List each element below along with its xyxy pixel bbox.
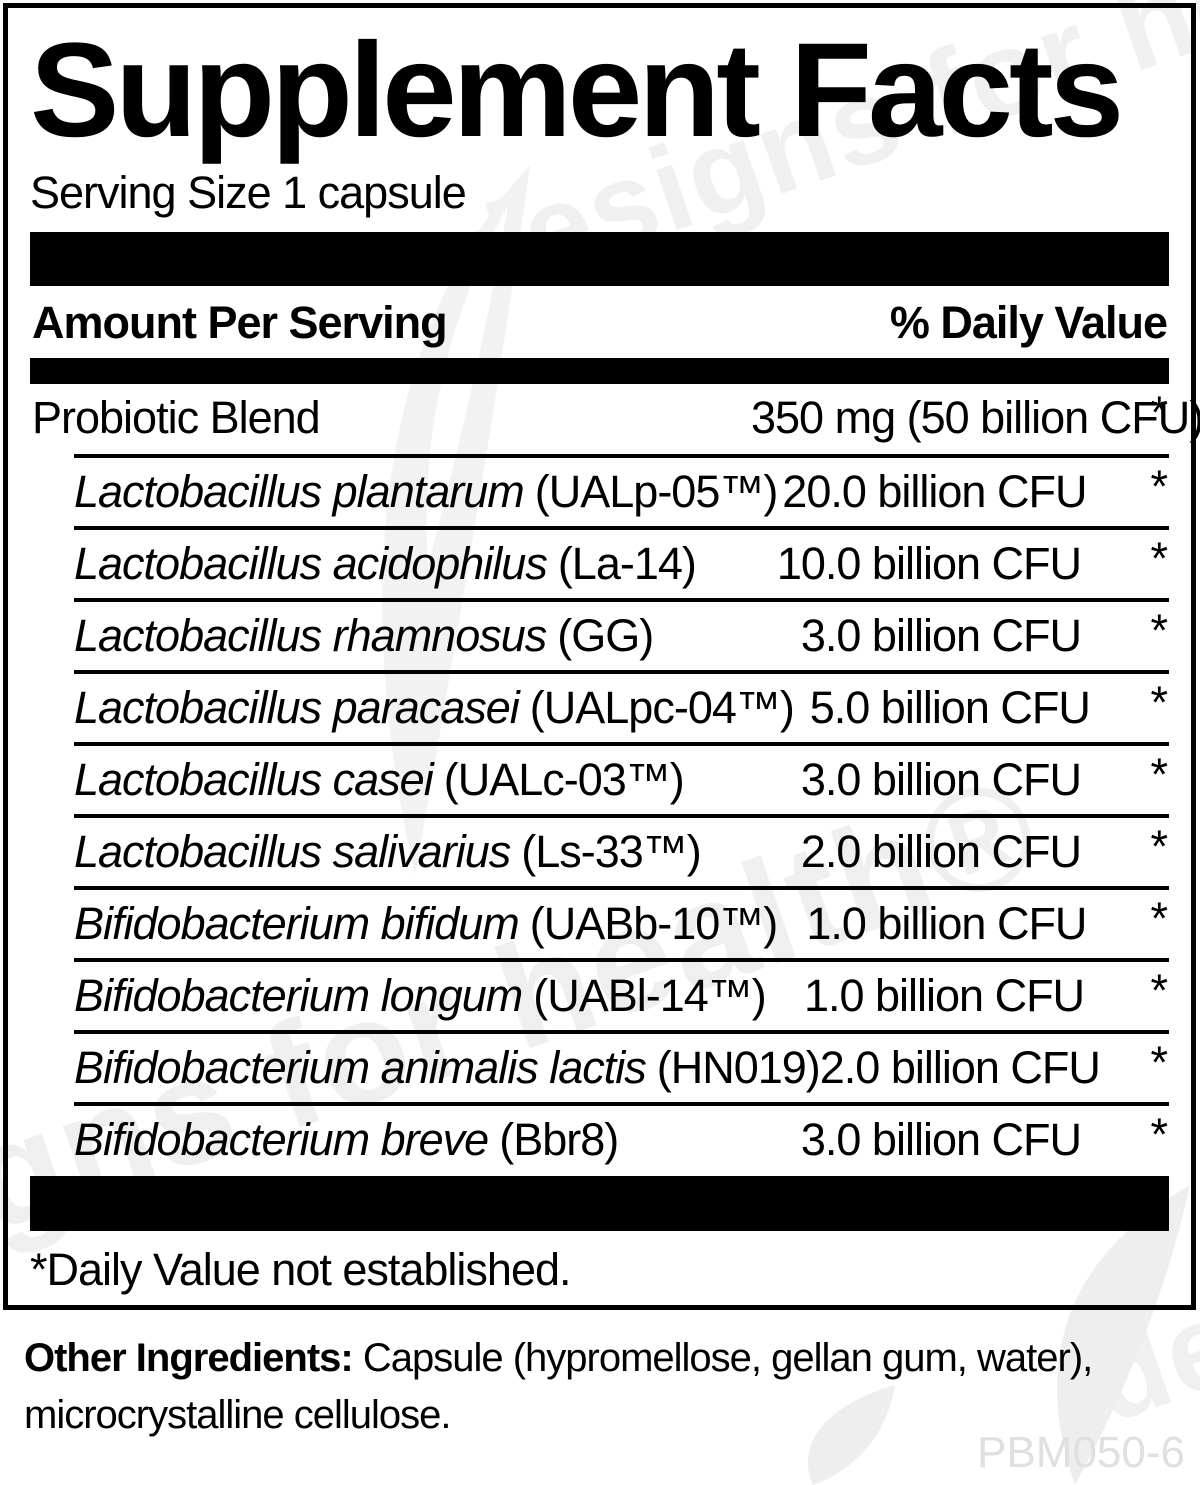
ingredient-daily-value: * — [1150, 1037, 1168, 1088]
product-code: PBM050-6 — [977, 1428, 1185, 1477]
row-divider — [74, 1102, 1169, 1106]
ingredient-name: Lactobacillus rhamnosus (GG) — [74, 612, 751, 660]
thick-divider-bottom — [30, 1176, 1169, 1231]
ingredient-daily-value: * — [1150, 677, 1168, 728]
daily-value-header: % Daily Value — [889, 297, 1168, 348]
ingredient-name: Bifidobacterium longum (UABl-14™) — [74, 970, 767, 1021]
species-name: Lactobacillus salivarius — [74, 826, 511, 877]
strain-code: (UABl-14™) — [533, 970, 767, 1021]
ingredient-daily-value: * — [1150, 965, 1168, 1016]
blend-daily-value: * — [1150, 387, 1168, 438]
species-name: Bifidobacterium bifidum — [74, 898, 520, 949]
other-ingredients-line-1: Other Ingredients: Capsule (hypromellose… — [24, 1330, 1194, 1387]
ingredient-row: Lactobacillus salivarius (Ls-33™) 2.0 bil… — [30, 818, 1169, 886]
serving-size: Serving Size 1 capsule — [30, 167, 467, 218]
ingredient-daily-value: * — [1150, 1109, 1168, 1160]
ingredient-daily-value: * — [1150, 461, 1168, 512]
row-divider — [74, 670, 1169, 674]
row-divider — [74, 958, 1169, 962]
strain-code: (Bbr8) — [499, 1114, 619, 1165]
ingredient-amount: 2.0 billion CFU — [819, 1042, 1101, 1093]
ingredient-amount: 3.0 billion CFU — [800, 754, 1082, 805]
species-name: Lactobacillus casei — [74, 754, 434, 805]
strain-code: (UALp-05™) — [534, 466, 779, 517]
ingredient-row: Lactobacillus casei (UALc-03™) 3.0 billio… — [30, 746, 1169, 814]
row-divider — [74, 526, 1169, 530]
ingredient-amount: 1.0 billion CFU — [803, 970, 1085, 1021]
ingredient-daily-value: * — [1150, 893, 1168, 944]
strain-code: (GG) — [557, 610, 654, 661]
strain-code: (HN019) — [656, 1042, 821, 1093]
other-ingredients-line-2: microcrystalline cellulose. — [24, 1393, 451, 1437]
ingredient-name: Lactobacillus acidophilus (La-14) — [74, 540, 751, 588]
strain-code: (Ls-33™) — [521, 826, 702, 877]
species-name: Lactobacillus acidophilus — [74, 538, 548, 589]
other-ingredients: Other Ingredients: Capsule (hypromellose… — [24, 1330, 1194, 1444]
ingredient-name: Lactobacillus salivarius (Ls-33™) — [74, 828, 751, 876]
watermark-leaf-icon — [807, 1385, 895, 1485]
ingredient-row: Lactobacillus plantarum (UALp-05™) 20.0 b… — [30, 458, 1169, 526]
other-ingredients-text: Capsule (hypromellose, gellan gum, water… — [352, 1336, 1093, 1380]
ingredient-row: Bifidobacterium breve (Bbr8) 3.0 billion … — [30, 1106, 1169, 1174]
thick-divider-top — [30, 232, 1169, 286]
ingredient-row: Bifidobacterium bifidum (UABb-10™) 1.0 bi… — [30, 890, 1169, 958]
species-name: Bifidobacterium longum — [74, 970, 523, 1021]
row-divider — [74, 886, 1169, 890]
row-divider — [74, 1030, 1169, 1034]
ingredient-name: Bifidobacterium bifidum (UABb-10™) — [74, 898, 779, 949]
species-name: Bifidobacterium breve — [74, 1114, 489, 1165]
ingredient-amount: 20.0 billion CFU — [782, 466, 1087, 517]
ingredient-amount: 3.0 billion CFU — [800, 1114, 1082, 1165]
row-divider — [74, 814, 1169, 818]
ingredient-row: Lactobacillus acidophilus (La-14) 10.0 bi… — [30, 530, 1169, 598]
ingredient-name: Lactobacillus casei (UALc-03™) — [74, 756, 751, 804]
strain-code: (UABb-10™) — [529, 898, 779, 949]
page-title: Supplement Facts — [30, 16, 1124, 165]
strain-code: (La-14) — [557, 538, 697, 589]
supplement-facts-panel: Supplement Facts Serving Size 1 capsule … — [3, 3, 1200, 1310]
watermark-leaf-icon — [1057, 1185, 1190, 1485]
blend-name: Probiotic Blend — [32, 392, 321, 443]
other-ingredients-label: Other Ingredients: — [24, 1336, 354, 1380]
ingredient-amount: 3.0 billion CFU — [800, 610, 1082, 661]
blend-amount: 350 mg (50 billion CFU) — [751, 392, 1200, 443]
blend-row: Probiotic Blend 350 mg (50 billion CFU) … — [30, 384, 1200, 454]
ingredient-row: Lactobacillus rhamnosus (GG) 3.0 billion … — [30, 602, 1169, 670]
ingredient-name: Bifidobacterium animalis lactis (HN019) — [74, 1042, 821, 1093]
medium-divider — [30, 358, 1169, 384]
ingredient-name: Bifidobacterium breve (Bbr8) — [74, 1116, 751, 1164]
row-divider — [74, 454, 1169, 458]
species-name: Bifidobacterium animalis lactis — [74, 1042, 647, 1093]
row-divider — [74, 742, 1169, 746]
ingredient-daily-value: * — [1150, 821, 1168, 872]
species-name: Lactobacillus plantarum — [74, 466, 525, 517]
watermark-leaf-icon — [382, 165, 530, 875]
column-header-row: Amount Per Serving % Daily Value — [30, 286, 1169, 358]
ingredient-row: Bifidobacterium longum (UABl-14™) 1.0 bil… — [30, 962, 1169, 1030]
species-name: Lactobacillus paracasei — [74, 682, 520, 733]
species-name: Lactobacillus rhamnosus — [74, 610, 547, 661]
strain-code: (UALpc-04™) — [529, 682, 795, 733]
ingredient-name: Lactobacillus paracasei (UALpc-04™) — [74, 682, 795, 733]
ingredient-amount: 10.0 billion CFU — [776, 538, 1082, 589]
ingredient-amount: 2.0 billion CFU — [800, 826, 1082, 877]
ingredient-row: Bifidobacterium animalis lactis (HN019) 2… — [30, 1034, 1169, 1102]
ingredient-daily-value: * — [1150, 749, 1168, 800]
ingredient-amount: 5.0 billion CFU — [809, 682, 1091, 733]
ingredient-name: Lactobacillus plantarum (UALp-05™) — [74, 466, 779, 517]
strain-code: (UALc-03™) — [443, 754, 685, 805]
row-divider — [74, 598, 1169, 602]
ingredient-daily-value: * — [1150, 605, 1168, 656]
ingredient-row: Lactobacillus paracasei (UALpc-04™) 5.0 b… — [30, 674, 1169, 742]
amount-per-serving-header: Amount Per Serving — [32, 297, 448, 348]
ingredient-amount: 1.0 billion CFU — [806, 898, 1087, 949]
ingredient-daily-value: * — [1150, 533, 1168, 584]
daily-value-footnote: *Daily Value not established. — [30, 1244, 572, 1295]
